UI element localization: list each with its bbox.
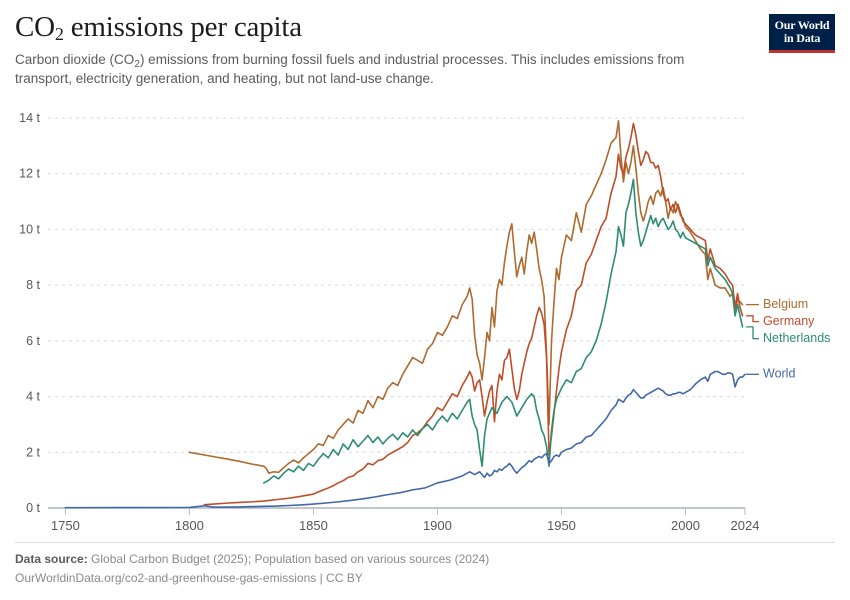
series-lines-group (64, 119, 746, 509)
footer-link-line[interactable]: OurWorldinData.org/co2-and-greenhouse-ga… (15, 569, 835, 588)
legend-group[interactable]: Belgium Germany Netherlands World (746, 297, 830, 381)
logo-line-1: Our World (774, 18, 830, 32)
legend-label-belgium[interactable]: Belgium (763, 297, 808, 311)
chart-header: CO2 emissions per capita Carbon dioxide … (15, 12, 835, 89)
series-line-netherlands (262, 178, 744, 484)
x-axis-tick-label: 1750 (51, 518, 80, 533)
subtitle-part1: Carbon dioxide (CO (15, 52, 135, 68)
owid-url-link[interactable]: OurWorldinData.org/co2-and-greenhouse-ga… (15, 570, 363, 585)
x-axis-tick-label: 1950 (547, 518, 576, 533)
legend-label-netherlands[interactable]: Netherlands (763, 331, 830, 345)
x-axis-tick-label: 1900 (423, 518, 452, 533)
gridlines-group (48, 117, 745, 453)
y-axis-tick-label: 2 t (26, 445, 40, 459)
title-rest: emissions per capita (63, 11, 302, 43)
y-axis-tick-label: 4 t (26, 390, 40, 404)
data-source-label: Data source: (15, 551, 88, 566)
subtitle-part2: ) emissions from burning fossil fuels an… (15, 52, 685, 87)
title-main: CO (15, 11, 55, 43)
legend-connector-netherlands (746, 326, 759, 340)
footer-divider (15, 541, 835, 543)
page-title: CO2 emissions per capita (15, 11, 835, 44)
y-axis-tick-label: 14 t (19, 111, 40, 125)
x-axis-tick-label: 2000 (671, 518, 700, 533)
x-axis-tick-label: 1850 (299, 518, 328, 533)
series-line-world (64, 370, 746, 509)
data-source-text: Global Carbon Budget (2025); Population … (91, 551, 490, 566)
legend-label-germany[interactable]: Germany (763, 314, 815, 328)
series-line-belgium (188, 119, 744, 474)
owid-logo[interactable]: Our World in Data (769, 14, 835, 53)
title-subscript: 2 (54, 24, 64, 44)
y-axis-tick-label: 8 t (26, 278, 40, 292)
y-axis-tick-label: 6 t (26, 334, 40, 348)
legend-label-world[interactable]: World (763, 367, 795, 381)
logo-line-2: in Data (783, 31, 821, 46)
chart-subtitle: Carbon dioxide (CO2) emissions from burn… (15, 51, 740, 88)
line-chart-svg[interactable]: 0 t 2 t 4 t 6 t 8 t 10 t 12 t 14 t 1750 1800 1850… (0, 95, 850, 540)
x-axis-tick-label: 2024 (731, 518, 760, 533)
x-axis-group: 1750 1800 1850 1900 1950 2000 2024 (48, 507, 760, 533)
legend-connector-germany (746, 315, 759, 323)
y-axis-tick-label: 10 t (19, 222, 40, 236)
y-axis-tick-label: 12 t (19, 167, 40, 181)
x-axis-tick-label: 1800 (175, 518, 204, 533)
chart-footer: Data source: Global Carbon Budget (2025)… (15, 541, 835, 588)
data-source-line: Data source: Global Carbon Budget (2025)… (15, 550, 835, 569)
series-line-germany (203, 122, 744, 506)
subtitle-subscript: 2 (134, 59, 140, 71)
chart-plot-area[interactable]: 0 t 2 t 4 t 6 t 8 t 10 t 12 t 14 t 1750 1800 1850… (0, 95, 850, 540)
y-axis-labels-group: 0 t 2 t 4 t 6 t 8 t 10 t 12 t 14 t (19, 111, 40, 515)
y-axis-tick-label: 0 t (26, 501, 40, 515)
